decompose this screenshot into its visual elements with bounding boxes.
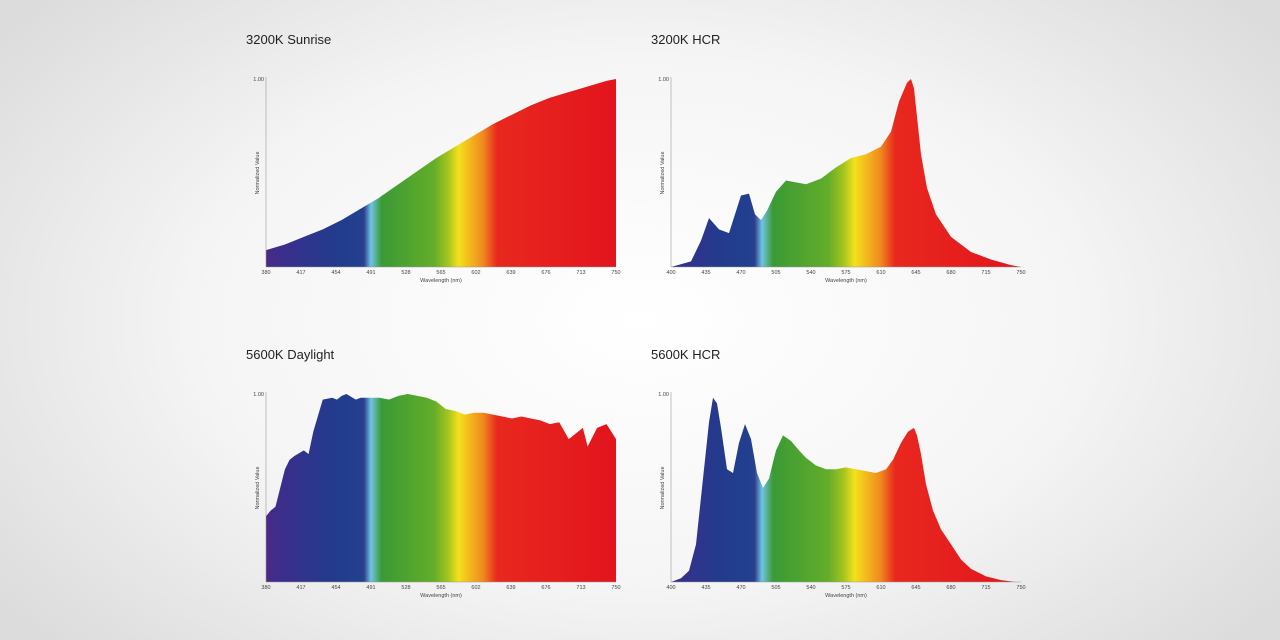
spectrum-area bbox=[671, 79, 1021, 267]
x-tick-label: 715 bbox=[981, 270, 990, 276]
y-axis-label: Normalized Value bbox=[660, 151, 666, 194]
x-tick-label: 750 bbox=[611, 585, 620, 591]
x-tick-label: 715 bbox=[981, 585, 990, 591]
x-tick-label: 565 bbox=[436, 270, 445, 276]
chart-panel-daylight-5600: 5600K Daylight 1.00 380 417 454 491 528 565 602… bbox=[246, 347, 646, 617]
x-tick-label: 417 bbox=[296, 270, 305, 276]
x-tick-label: 380 bbox=[261, 270, 270, 276]
x-tick-label: 645 bbox=[911, 270, 920, 276]
x-axis-label: Wavelength (nm) bbox=[825, 593, 867, 599]
x-tick-label: 676 bbox=[541, 270, 550, 276]
x-tick-label: 400 bbox=[666, 585, 675, 591]
y-axis-label: Normalized Value bbox=[255, 466, 261, 509]
x-tick-label: 435 bbox=[701, 270, 710, 276]
spectrum-chart-hcr-5600: 1.00 400 435 470 505 540 575 610 645 680 715 750 Wav… bbox=[658, 392, 1026, 599]
x-tick-label: 676 bbox=[541, 585, 550, 591]
x-tick-label: 750 bbox=[1016, 270, 1025, 276]
y-tick-label: 1.00 bbox=[253, 392, 264, 398]
y-tick-label: 1.00 bbox=[253, 77, 264, 83]
spectrum-chart-daylight-5600: 1.00 380 417 454 491 528 565 602 639 676 713 750 Wav… bbox=[253, 392, 621, 599]
x-tick-label: 528 bbox=[401, 585, 410, 591]
x-tick-label: 645 bbox=[911, 585, 920, 591]
x-tick-label: 505 bbox=[771, 270, 780, 276]
x-tick-label: 417 bbox=[296, 585, 305, 591]
y-tick-label: 1.00 bbox=[658, 77, 669, 83]
chart-title: 5600K Daylight bbox=[246, 347, 335, 362]
y-axis-label: Normalized Value bbox=[660, 466, 666, 509]
x-tick-label: 491 bbox=[366, 270, 375, 276]
x-tick-label: 713 bbox=[576, 270, 585, 276]
x-tick-label: 602 bbox=[471, 270, 480, 276]
spectrum-area bbox=[266, 394, 616, 582]
chart-title: 5600K HCR bbox=[651, 347, 721, 362]
x-tick-label: 639 bbox=[506, 585, 515, 591]
x-tick-label: 575 bbox=[841, 270, 850, 276]
spectrum-area bbox=[671, 397, 1021, 582]
x-tick-label: 540 bbox=[806, 270, 815, 276]
x-tick-label: 610 bbox=[876, 585, 885, 591]
x-tick-label: 400 bbox=[666, 270, 675, 276]
x-tick-label: 435 bbox=[701, 585, 710, 591]
chart-title: 3200K Sunrise bbox=[246, 32, 332, 47]
chart-panel-hcr-3200: 3200K HCR 1.00 400 435 470 505 540 575 610 645 68… bbox=[651, 32, 1051, 302]
x-tick-label: 454 bbox=[331, 270, 340, 276]
x-tick-label: 680 bbox=[946, 585, 955, 591]
chart-panel-hcr-5600: 5600K HCR 1.00 400 435 470 505 540 575 610 645 68… bbox=[651, 347, 1051, 617]
x-tick-label: 602 bbox=[471, 585, 480, 591]
x-tick-label: 505 bbox=[771, 585, 780, 591]
x-tick-label: 540 bbox=[806, 585, 815, 591]
x-tick-label: 454 bbox=[331, 585, 340, 591]
x-axis-label: Wavelength (nm) bbox=[420, 593, 462, 599]
x-tick-label: 565 bbox=[436, 585, 445, 591]
spectrum-chart-hcr-3200: 1.00 400 435 470 505 540 575 610 645 680 715 750 Wav… bbox=[658, 77, 1026, 284]
chart-title: 3200K HCR bbox=[651, 32, 721, 47]
x-tick-label: 713 bbox=[576, 585, 585, 591]
x-tick-label: 680 bbox=[946, 270, 955, 276]
x-tick-label: 470 bbox=[736, 585, 745, 591]
x-tick-label: 491 bbox=[366, 585, 375, 591]
x-tick-label: 610 bbox=[876, 270, 885, 276]
spectrum-area bbox=[266, 79, 616, 267]
x-tick-label: 470 bbox=[736, 270, 745, 276]
x-tick-label: 750 bbox=[611, 270, 620, 276]
x-tick-label: 639 bbox=[506, 270, 515, 276]
x-tick-label: 528 bbox=[401, 270, 410, 276]
chart-panel-sunrise-3200: 3200K Sunrise 1.00 380 417 454 491 528 565 602 6… bbox=[246, 32, 646, 302]
y-tick-label: 1.00 bbox=[658, 392, 669, 398]
x-tick-label: 575 bbox=[841, 585, 850, 591]
y-axis-label: Normalized Value bbox=[255, 151, 261, 194]
x-axis-label: Wavelength (nm) bbox=[825, 278, 867, 284]
x-tick-label: 380 bbox=[261, 585, 270, 591]
x-tick-label: 750 bbox=[1016, 585, 1025, 591]
spectrum-chart-sunrise-3200: 1.00 380 417 454 491 528 565 602 639 676 713 750 Wav… bbox=[253, 77, 621, 284]
x-axis-label: Wavelength (nm) bbox=[420, 278, 462, 284]
